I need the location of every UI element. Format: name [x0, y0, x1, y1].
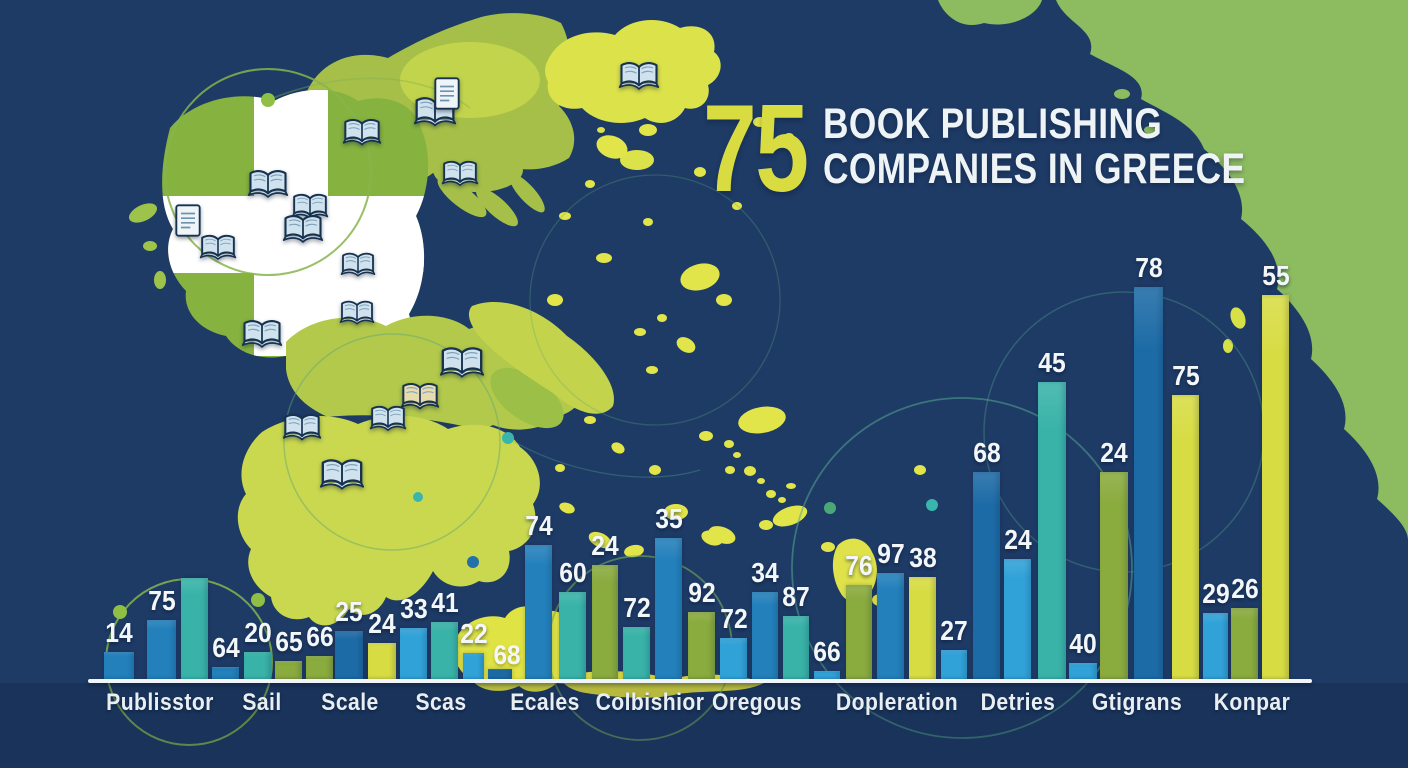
bottom-band: [0, 683, 1408, 768]
decor-dots: [113, 93, 938, 619]
category-label: Oregous: [712, 689, 802, 716]
category-label: Colbishior: [595, 689, 705, 716]
bar-value-label: 75: [147, 585, 176, 616]
bar-value-label: 74: [524, 510, 553, 541]
page-title: 75 BOOK PUBLISHING COMPANIES IN GREECE: [703, 80, 1338, 218]
bar-value-label: 33: [399, 593, 428, 624]
bar: [1069, 663, 1097, 679]
bar: [655, 538, 682, 679]
category-label: Publisstor: [106, 689, 214, 716]
bar-value-label: 92: [687, 577, 716, 608]
category-label: Sail: [242, 689, 282, 716]
bar: [720, 638, 747, 679]
bar: [1134, 287, 1163, 679]
bar-value-label: 97: [876, 538, 905, 569]
bar: [335, 631, 363, 679]
bar-value-label: 68: [972, 437, 1001, 468]
category-label: Detries: [980, 689, 1056, 716]
title-line-1: BOOK PUBLISHING: [822, 100, 1163, 148]
bar: [688, 612, 715, 679]
bar-value-label: 34: [751, 557, 779, 588]
bar-value-label: 27: [940, 615, 968, 646]
category-label: Gtigrans: [1091, 689, 1183, 716]
bar: [623, 627, 650, 679]
bar: [592, 565, 618, 679]
bar-value-label: 75: [1171, 360, 1200, 391]
bar-value-label: 22: [459, 618, 488, 649]
bar-value-label: 24: [591, 530, 619, 561]
bar: [1262, 295, 1289, 679]
bar-value-label: 55: [1261, 260, 1290, 291]
turkey-landmass: [938, 0, 1408, 540]
bar: [909, 577, 936, 679]
category-label: Ecales: [510, 689, 580, 716]
bar: [212, 667, 239, 679]
bar: [1038, 382, 1066, 679]
bar: [147, 620, 176, 679]
bar: [275, 661, 302, 679]
bar-value-label: 40: [1069, 628, 1097, 659]
bar: [463, 653, 484, 679]
bar: [1231, 608, 1258, 679]
category-label: Scas: [415, 689, 467, 716]
bar: [877, 573, 904, 679]
bar: [431, 622, 458, 679]
bar-value-label: 66: [813, 636, 841, 667]
category-label: Dopleration: [835, 689, 959, 716]
bar-value-label: 29: [1201, 578, 1230, 609]
bar-value-label: 72: [622, 592, 651, 623]
bar-value-label: 38: [908, 542, 937, 573]
bar-value-label: 25: [335, 596, 363, 627]
bar: [783, 616, 809, 679]
bar: [1100, 472, 1128, 679]
bar-value-label: 72: [719, 603, 748, 634]
title-count: 75: [703, 80, 809, 218]
crete-island-label: 68: [493, 640, 521, 670]
bar-value-label: 24: [1100, 437, 1128, 468]
bar: [306, 656, 333, 679]
title-line-2: COMPANIES IN GREECE: [822, 145, 1246, 193]
bar: [104, 652, 134, 679]
bar: [752, 592, 778, 679]
bar-value-label: 24: [368, 608, 396, 639]
bar-value-label: 24: [1003, 524, 1032, 555]
bar: [814, 671, 840, 679]
bar: [846, 585, 872, 679]
bar-value-label: 14: [105, 617, 133, 648]
bar: [525, 545, 552, 679]
bar-value-label: 78: [1134, 252, 1163, 283]
bar-value-label: 20: [243, 617, 272, 648]
bar-value-label: 76: [845, 550, 873, 581]
bar: [559, 592, 586, 679]
aegean-islands: [547, 117, 926, 606]
bar: [1004, 559, 1031, 679]
category-label: Scale: [321, 689, 379, 716]
bar: [181, 578, 208, 679]
bar: [488, 669, 512, 679]
bar-value-label: 65: [274, 626, 303, 657]
bar-value-label: 26: [1230, 573, 1259, 604]
bar: [400, 628, 427, 679]
bar: [941, 650, 967, 679]
bar: [368, 643, 396, 679]
bar: [1203, 613, 1228, 679]
axis-line: [88, 679, 1312, 683]
bar-value-label: 41: [430, 587, 459, 618]
bar-value-label: 45: [1038, 347, 1066, 378]
bar-value-label: 64: [211, 632, 240, 663]
bar-value-label: 66: [305, 621, 334, 652]
category-label: Konpar: [1213, 689, 1291, 716]
bar: [973, 472, 1000, 679]
bar-value-label: 60: [558, 557, 587, 588]
bar-value-label: 35: [654, 503, 683, 534]
bar: [244, 652, 271, 679]
bar-value-label: 87: [782, 581, 810, 612]
bar: [1172, 395, 1199, 679]
